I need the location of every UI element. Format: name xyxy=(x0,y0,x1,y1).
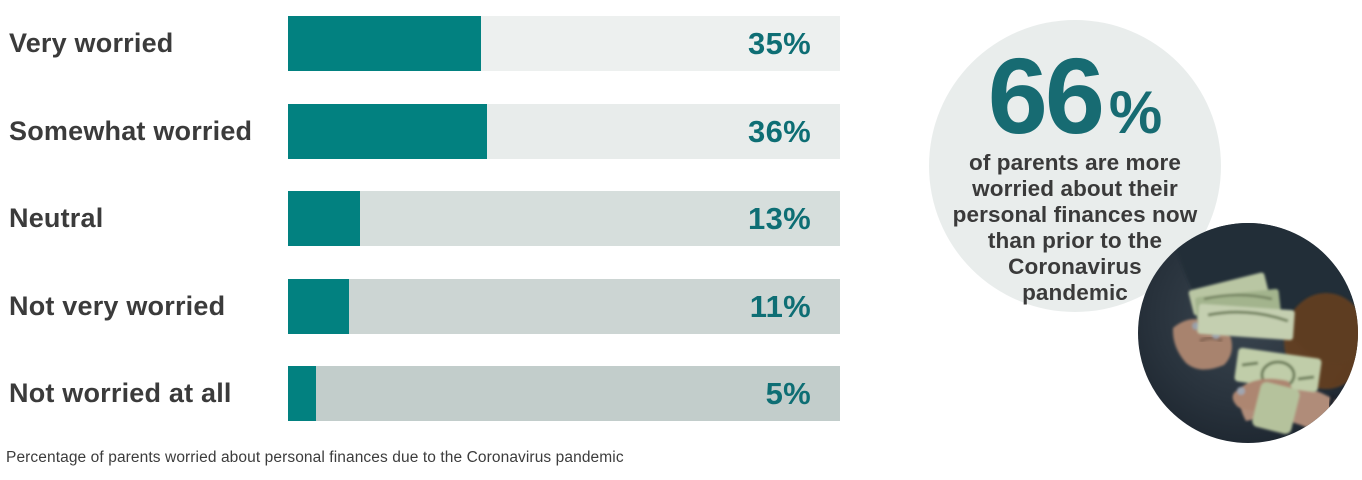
value-label: 5% xyxy=(765,376,811,411)
bar-row: Not worried at all 5% xyxy=(0,366,870,421)
bar-fill xyxy=(288,191,360,246)
chart-caption: Percentage of parents worried about pers… xyxy=(6,449,624,466)
bar-row: Not very worried 11% xyxy=(0,278,870,334)
bar-track: 13% xyxy=(288,191,840,246)
bar-row: Somewhat worried 36% xyxy=(0,103,870,159)
bar-track: 36% xyxy=(288,103,840,159)
bar-track: 35% xyxy=(288,16,840,71)
callout-text-line: of parents are more xyxy=(969,149,1181,175)
bar-fill xyxy=(288,366,316,421)
callout-percent-sign: % xyxy=(1108,79,1163,146)
bar-fill xyxy=(288,103,487,159)
callout-text-line: pandemic xyxy=(1022,279,1128,305)
value-label: 35% xyxy=(748,26,811,61)
callout-text: of parents are more worried about their pe… xyxy=(947,150,1203,306)
bar-fill xyxy=(288,16,482,71)
bar-row: Neutral 13% xyxy=(0,191,870,246)
value-label: 11% xyxy=(749,288,811,324)
bar-chart: Very worried 35% Somewhat worried 36% Neutra… xyxy=(0,16,870,421)
bar-fill xyxy=(288,278,349,334)
callout-number: 66% xyxy=(929,20,1221,150)
bar-track: 5% xyxy=(288,366,840,421)
category-label: Not very worried xyxy=(9,290,226,321)
value-label: 36% xyxy=(748,113,811,149)
callout-circle: 66% of parents are more worried about the… xyxy=(929,20,1221,312)
money-counting-photo-art xyxy=(1138,223,1358,443)
callout-text-line: personal finances now xyxy=(952,201,1198,227)
money-counting-photo xyxy=(1138,223,1358,443)
value-label: 13% xyxy=(748,201,811,236)
callout-text-line: than prior to the xyxy=(987,227,1163,253)
category-label: Very worried xyxy=(9,28,174,58)
bar-track: 11% xyxy=(288,278,840,334)
callout-text-line: worried about their xyxy=(972,175,1178,201)
category-label: Somewhat worried xyxy=(9,115,253,146)
category-label: Neutral xyxy=(9,203,104,233)
category-label: Not worried at all xyxy=(9,378,232,408)
callout-text-line: Coronavirus xyxy=(1008,253,1142,279)
callout-big-number: 66 xyxy=(987,35,1105,156)
bar-row: Very worried 35% xyxy=(0,16,870,71)
